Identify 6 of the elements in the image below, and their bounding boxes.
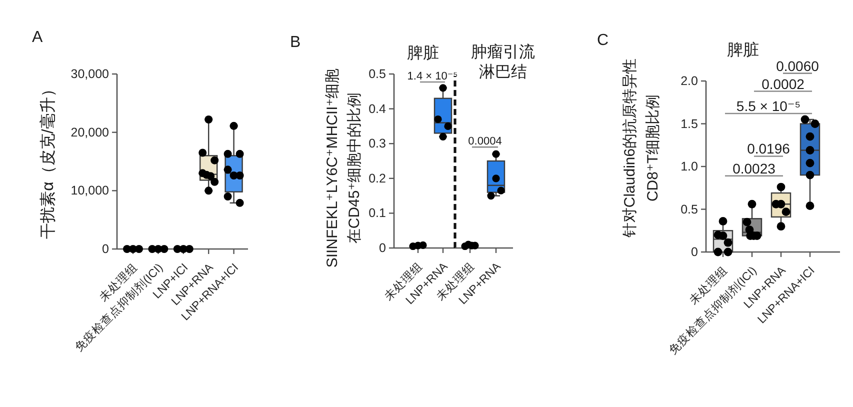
annotation: 0.0023 <box>732 160 776 176</box>
title: 脾脏 <box>727 42 759 59</box>
annotation: 5.5 × 10⁻⁵ <box>736 98 801 114</box>
title: 肿瘤引流淋巴结 <box>471 44 535 81</box>
title: 脾脏 <box>407 45 439 62</box>
annotation: 0.0002 <box>762 76 805 92</box>
